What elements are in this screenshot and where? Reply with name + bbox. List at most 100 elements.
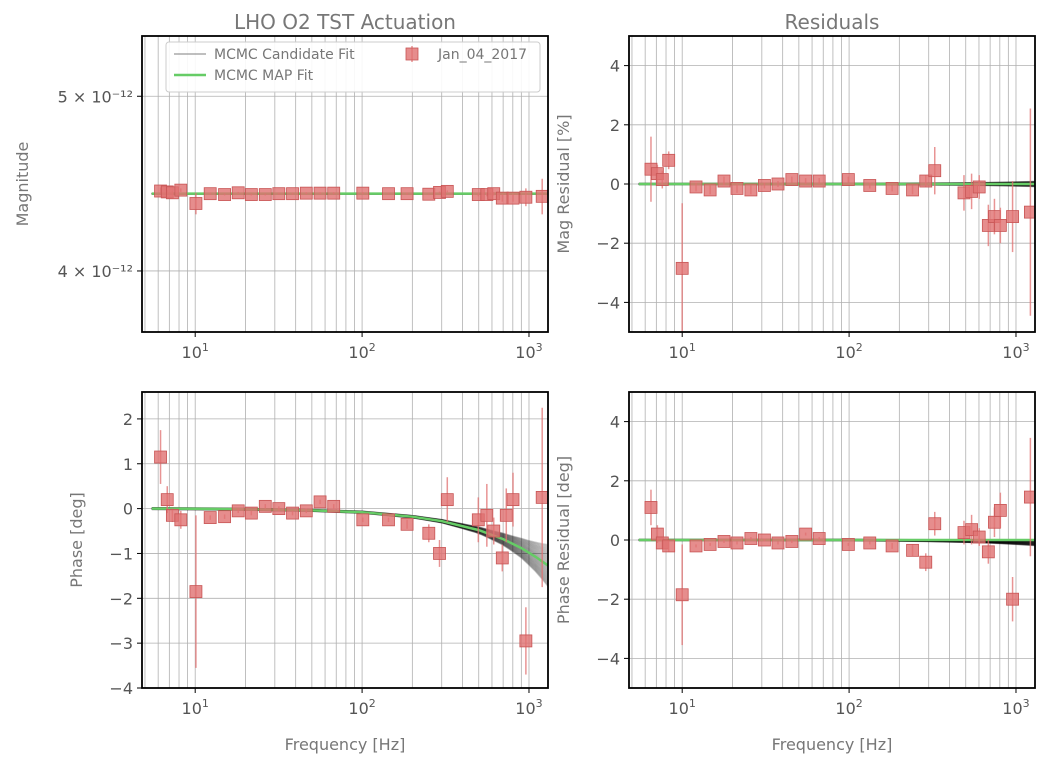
data-point	[928, 517, 942, 531]
y-tick-label: −4	[109, 679, 133, 698]
y-tick-label: −3	[109, 634, 133, 653]
data-point	[154, 450, 167, 464]
data-point	[675, 588, 689, 602]
data-point	[703, 183, 717, 197]
data-point	[717, 174, 731, 188]
data-point	[487, 524, 501, 538]
x-tick-label: 103	[515, 697, 542, 718]
y-tick-label: 4	[610, 57, 620, 76]
data-point	[299, 186, 313, 200]
data-point	[785, 535, 799, 548]
data-point	[506, 493, 520, 507]
data-point	[730, 536, 744, 550]
data-point	[440, 493, 454, 507]
data-point	[356, 186, 370, 200]
y-tick-label: 2	[610, 472, 620, 491]
data-point	[812, 174, 826, 188]
data-point	[174, 513, 188, 527]
y-tick-label: 2	[123, 410, 133, 429]
data-point	[203, 511, 217, 524]
data-point	[495, 551, 509, 565]
data-point	[689, 180, 703, 194]
axes-frame	[141, 35, 549, 333]
legend: MCMC Candidate Fit MCMC MAP Fit Jan_04_201…	[165, 41, 541, 93]
data-point	[841, 173, 855, 186]
y-tick-label: 0	[610, 175, 620, 194]
y-tick-label: −2	[109, 589, 133, 608]
x-tick-label: 102	[348, 341, 375, 362]
data-point	[919, 174, 933, 188]
data-point	[703, 538, 717, 551]
data-point	[218, 188, 231, 201]
y-axis-label: Magnitude	[13, 142, 32, 227]
legend-data-swatch	[405, 47, 419, 61]
axes-frame	[141, 391, 549, 689]
x-tick-label: 102	[835, 697, 862, 718]
data-point	[863, 179, 877, 192]
data-point	[218, 510, 231, 524]
data-points	[644, 437, 1035, 646]
data-point	[519, 634, 533, 648]
x-tick-label: 102	[835, 341, 862, 362]
data-point	[662, 539, 676, 553]
data-point	[160, 493, 174, 507]
data-point	[730, 182, 744, 195]
data-point	[535, 490, 548, 504]
data-point	[863, 536, 877, 550]
data-point	[799, 527, 813, 541]
data-point	[299, 504, 313, 518]
y-tick-label: −2	[596, 234, 620, 253]
data-point	[400, 517, 414, 531]
data-point	[885, 539, 899, 553]
magnitude-residual-panel: 101 102 103 −4 −2 0 2 4 Residuals Mag Residual [%…	[554, 10, 1036, 362]
magnitude-panel: 101 102 103 4 × 10⁻¹² 5 × 10⁻¹² LHO O2 TST Ac…	[13, 10, 549, 362]
data-point	[972, 530, 986, 544]
data-point	[313, 495, 327, 509]
legend-box	[165, 41, 541, 93]
y-tick-label: −4	[596, 649, 620, 668]
x-tick-label: 101	[669, 341, 696, 362]
data-point	[906, 543, 919, 557]
panel-title: Residuals	[785, 10, 880, 34]
data-point	[535, 189, 548, 203]
data-point	[675, 261, 689, 275]
y-axis-label: Phase Residual [deg]	[554, 456, 573, 624]
plot-content	[151, 178, 548, 215]
x-tick-label: 103	[515, 341, 542, 362]
y-tick-label: 1	[123, 455, 133, 474]
data-point	[433, 547, 446, 560]
data-point	[655, 173, 669, 186]
data-point	[799, 174, 813, 188]
phase-panel: 101 102 103 −4 −3 −2 −1 0 1 2 Frequency [Hz] Phase …	[67, 391, 549, 754]
x-tick-label: 101	[182, 341, 209, 362]
data-point	[644, 501, 658, 514]
data-point	[499, 508, 513, 522]
y-tick-label: 5 × 10⁻¹²	[58, 87, 133, 106]
y-tick-label: 4 × 10⁻¹²	[58, 262, 133, 281]
data-point	[662, 153, 676, 167]
data-point	[244, 188, 258, 201]
data-point	[189, 585, 203, 598]
data-point	[812, 532, 826, 545]
data-point	[506, 191, 520, 205]
data-point	[422, 526, 436, 540]
data-point	[286, 506, 299, 520]
y-axis-label: Mag Residual [%]	[554, 114, 573, 253]
data-point	[928, 164, 942, 178]
legend-entry-label: MCMC Candidate Fit	[214, 47, 355, 63]
data-point	[495, 191, 509, 205]
data-point	[919, 555, 933, 569]
legend-entry-label: MCMC MAP Fit	[214, 68, 314, 84]
x-tick-label: 103	[1002, 697, 1029, 718]
data-points	[154, 407, 548, 675]
data-point	[993, 503, 1007, 517]
data-point	[382, 513, 395, 527]
y-tick-label: 0	[123, 500, 133, 519]
data-point	[993, 219, 1007, 232]
data-point	[744, 532, 758, 545]
data-point	[785, 173, 799, 186]
plot-area	[142, 392, 548, 688]
y-tick-label: 4	[610, 413, 620, 432]
data-point	[519, 190, 533, 204]
